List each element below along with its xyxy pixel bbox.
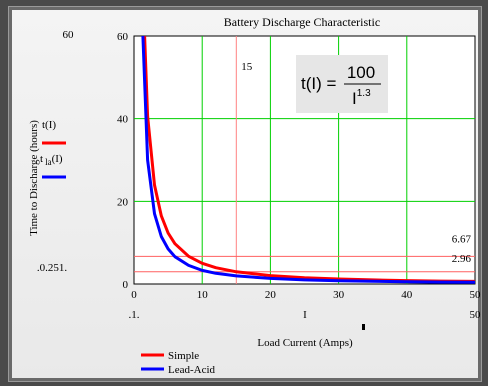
formula-numerator: 100 [347, 63, 375, 82]
cursor-mark [362, 324, 365, 330]
x-axis-label: Load Current (Amps) [257, 337, 353, 349]
marker-y-label-1: 2.96 [452, 253, 472, 265]
legend-y-simple-label: t(I) [42, 119, 56, 131]
marker-y-label-0: 6.67 [452, 233, 472, 245]
formula-denominator: I1.3 [352, 88, 371, 108]
x-right-limit-label: 50 [470, 309, 482, 321]
marker-x-label: 15 [241, 61, 253, 73]
y-axis-label: Time to Discharge (hours) [28, 120, 40, 236]
x-tick-label-40: 40 [401, 289, 413, 301]
x-tick-label-30: 30 [333, 289, 345, 301]
y-tick-label-0: 0 [123, 279, 129, 291]
tick-labels: 0 10 20 30 40 50 0 20 40 60 [117, 31, 481, 301]
y-tick-label-60: 60 [117, 31, 129, 43]
y-bottom-limit-label: .0.251. [37, 262, 68, 274]
y-tick-label-20: 20 [117, 196, 129, 208]
series-line-lead-acid [141, 36, 475, 284]
legend-simple-label: Simple [168, 350, 199, 362]
legend-leadacid-label: Lead-Acid [168, 364, 216, 376]
x-tick-label-10: 10 [197, 289, 209, 301]
formula-lhs: t(I) = [301, 74, 336, 93]
legend-y-leadacid-label: t la(I) [40, 153, 63, 167]
x-variable-label: I [303, 309, 307, 321]
x-tick-label-50: 50 [470, 289, 482, 301]
chart-title: Battery Discharge Characteristic [224, 15, 380, 29]
x-left-limit-label: .1. [129, 309, 140, 321]
x-tick-label-20: 20 [265, 289, 277, 301]
data-series [141, 36, 475, 284]
x-tick-label-0: 0 [131, 289, 137, 301]
y-top-limit-label: 60 [63, 29, 75, 41]
y-tick-label-40: 40 [117, 114, 129, 126]
